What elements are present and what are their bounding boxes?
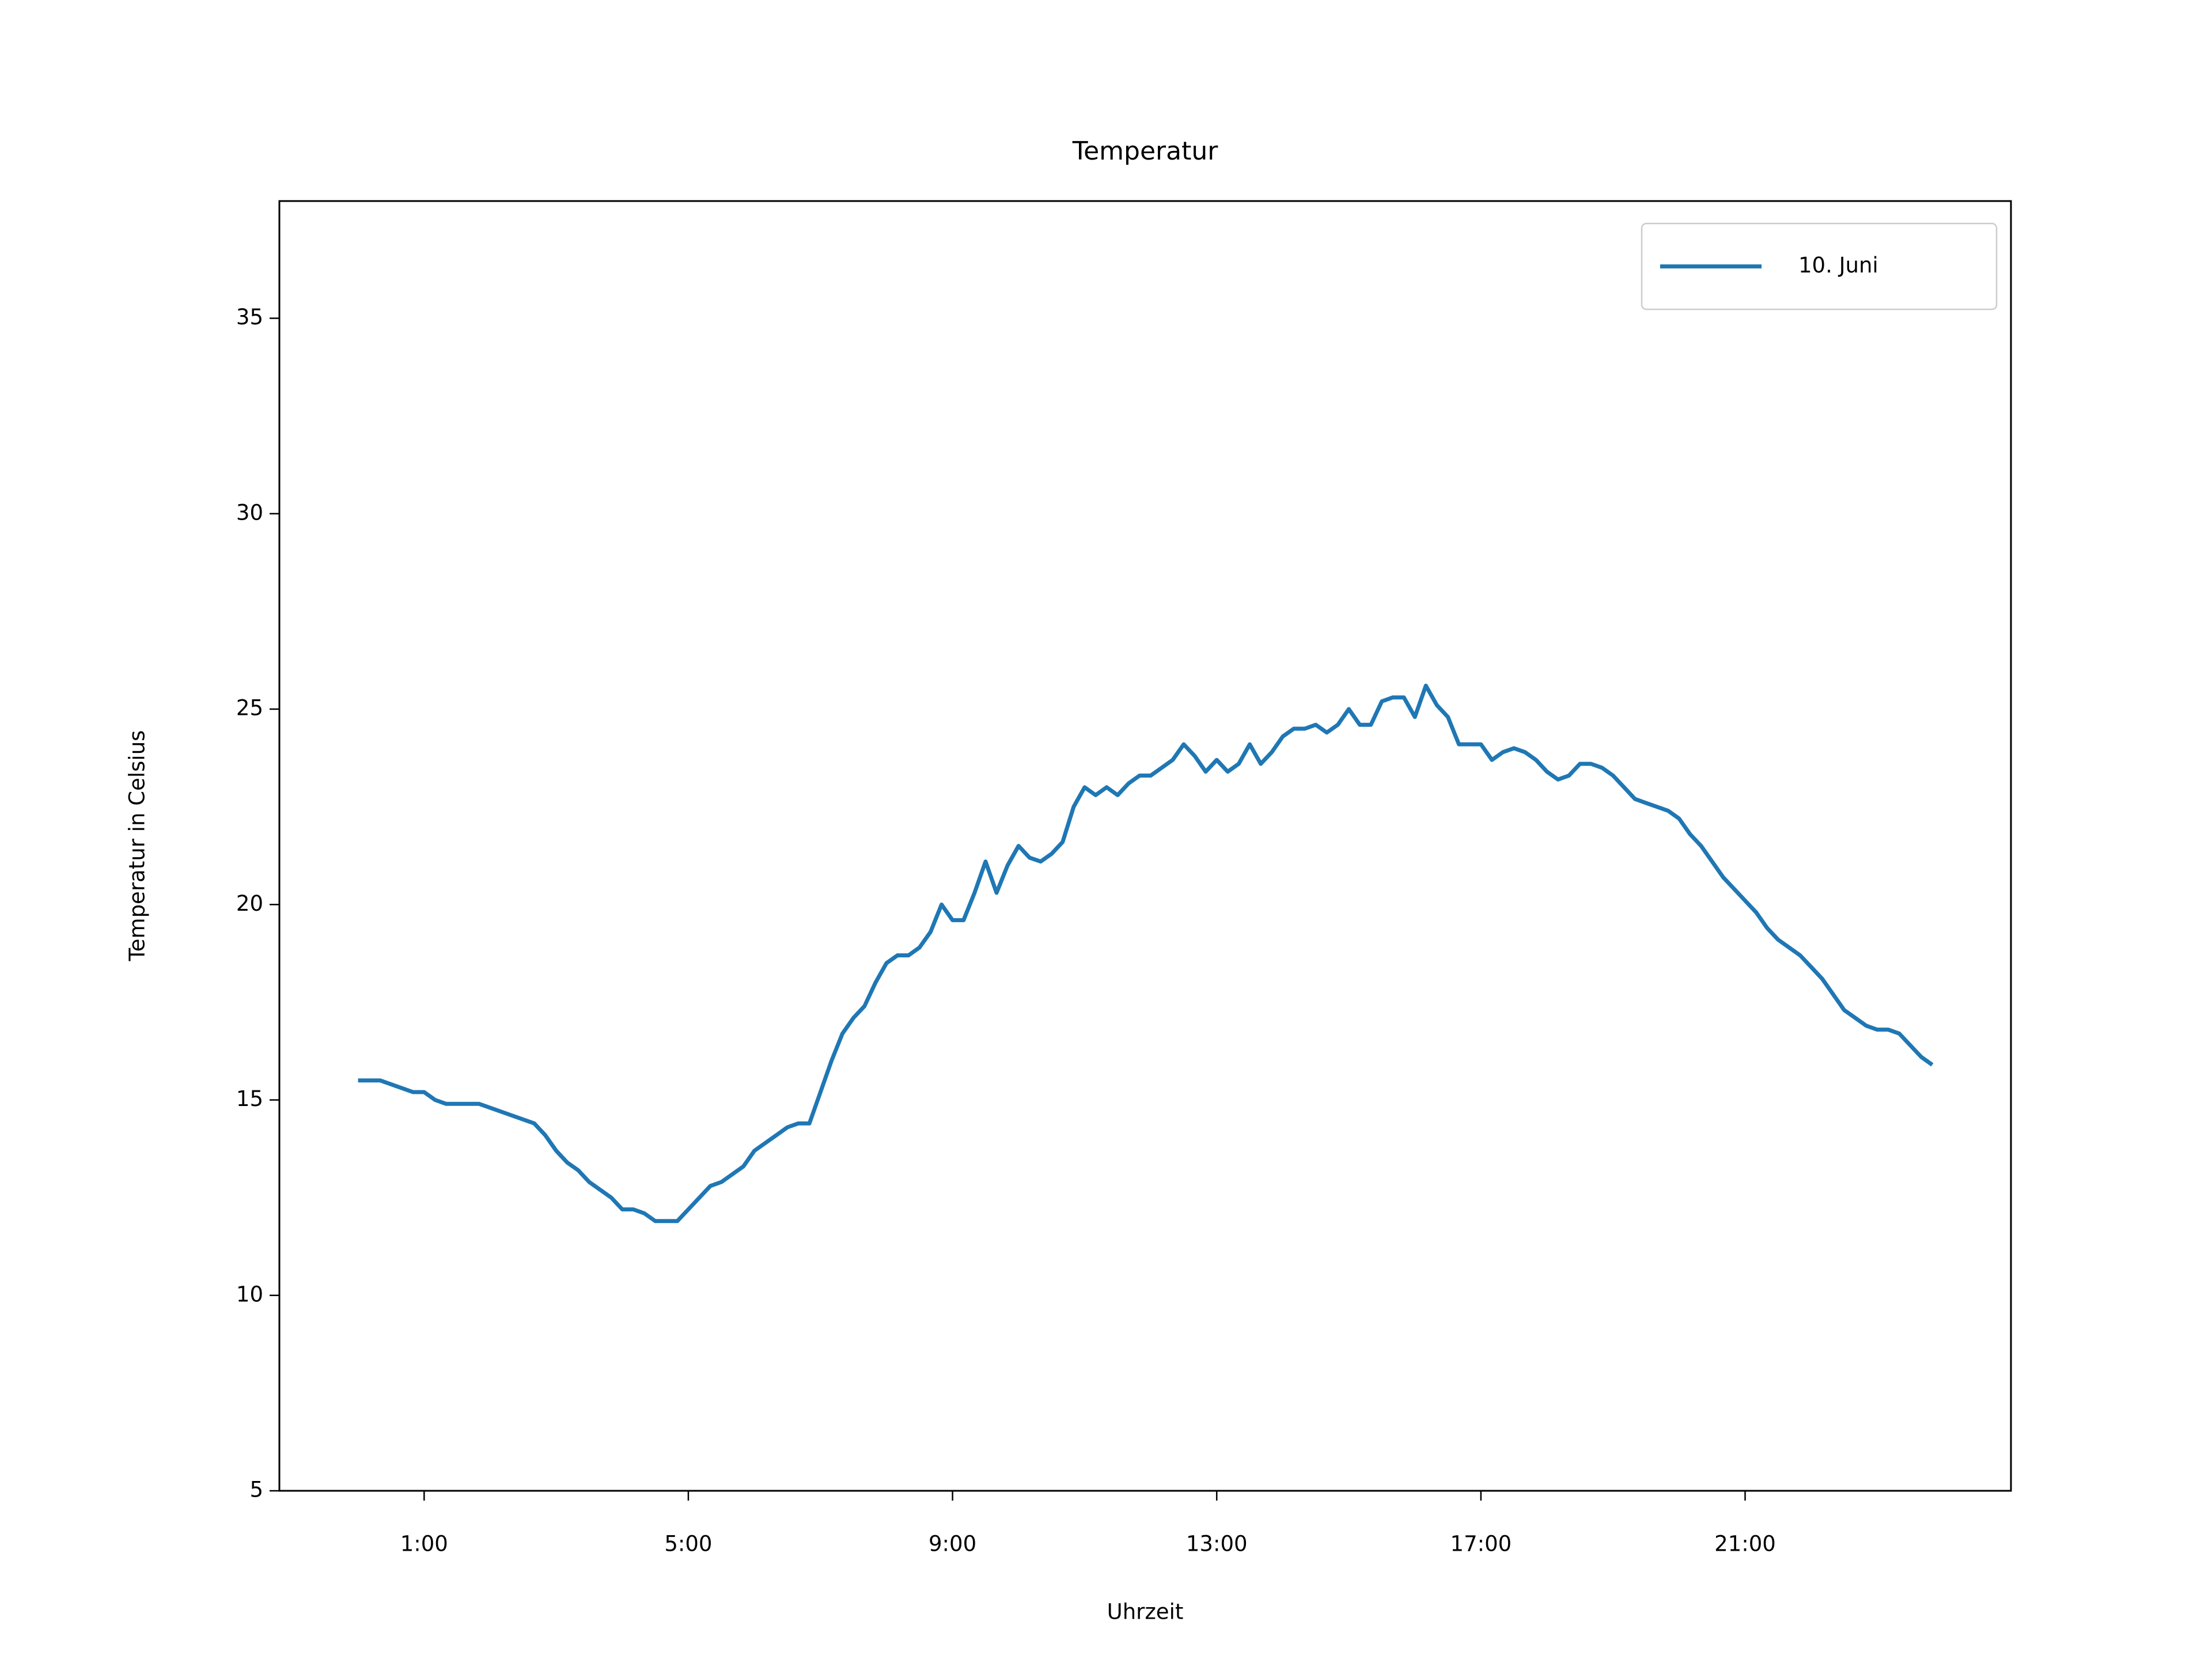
x-tick-label: 21:00 bbox=[1714, 1532, 1776, 1556]
x-tick-label: 17:00 bbox=[1450, 1532, 1512, 1556]
x-axis-label: Uhrzeit bbox=[1107, 1600, 1184, 1624]
data-line bbox=[358, 683, 1934, 1224]
plot-frame bbox=[278, 200, 2012, 1492]
x-tick-label: 1:00 bbox=[400, 1532, 448, 1556]
y-tick-label: 30 bbox=[236, 500, 263, 525]
x-tick-label: 13:00 bbox=[1186, 1532, 1248, 1556]
y-tick-label: 15 bbox=[236, 1086, 263, 1111]
y-tick-label: 35 bbox=[236, 305, 263, 329]
y-axis-label: Temperatur in Celsius bbox=[125, 730, 150, 962]
x-tick-label: 9:00 bbox=[929, 1532, 976, 1556]
chart-title: Temperatur bbox=[1072, 137, 1219, 166]
x-tick-label: 5:00 bbox=[664, 1532, 712, 1556]
y-tick-label: 25 bbox=[236, 696, 263, 721]
y-tick-label: 20 bbox=[236, 891, 263, 916]
y-tick-label: 10 bbox=[236, 1282, 263, 1306]
legend-box bbox=[1641, 222, 1998, 310]
legend-label: 10. Juni bbox=[1798, 253, 1878, 278]
y-tick-label: 5 bbox=[249, 1478, 263, 1502]
